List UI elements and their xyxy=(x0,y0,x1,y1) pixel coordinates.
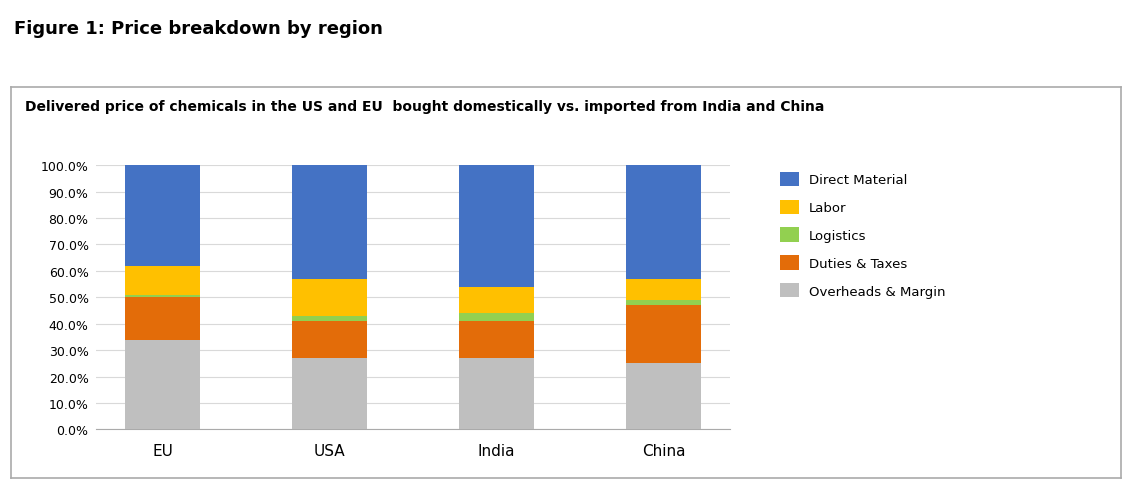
Text: Delivered price of chemicals in the US and EU  bought domestically vs. imported : Delivered price of chemicals in the US a… xyxy=(25,100,824,114)
Bar xyxy=(626,300,702,305)
Bar xyxy=(125,166,200,266)
Bar xyxy=(626,166,702,279)
Bar xyxy=(626,305,702,364)
Bar xyxy=(125,340,200,429)
Bar xyxy=(292,316,367,322)
Text: Figure 1: Price breakdown by region: Figure 1: Price breakdown by region xyxy=(14,20,383,38)
Bar xyxy=(626,279,702,300)
Bar xyxy=(626,364,702,429)
Bar xyxy=(460,287,534,313)
Bar xyxy=(460,358,534,429)
Bar xyxy=(460,322,534,358)
Bar xyxy=(292,322,367,358)
Bar xyxy=(125,295,200,298)
Bar xyxy=(292,166,367,279)
Bar xyxy=(460,313,534,322)
Bar xyxy=(460,166,534,287)
Bar xyxy=(292,358,367,429)
Bar xyxy=(125,298,200,340)
Bar xyxy=(125,266,200,295)
Legend: Direct Material, Labor, Logistics, Duties & Taxes, Overheads & Margin: Direct Material, Labor, Logistics, Dutie… xyxy=(774,167,951,304)
Bar xyxy=(292,279,367,316)
